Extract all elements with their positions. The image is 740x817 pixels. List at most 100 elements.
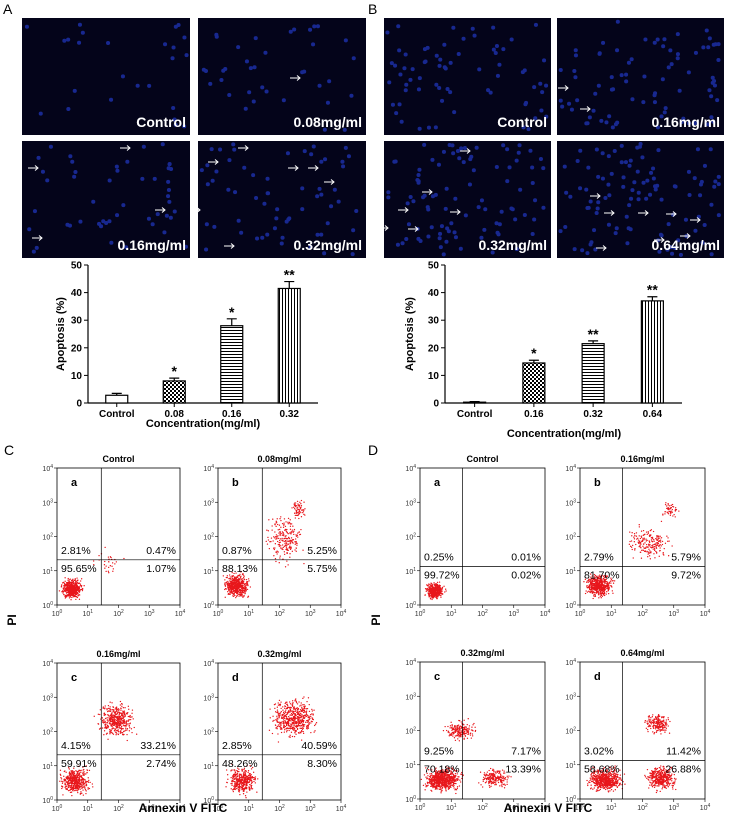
arrow bbox=[666, 211, 677, 217]
x-tick-label: 0.08 bbox=[165, 409, 185, 420]
tick-exponent: 2 bbox=[211, 533, 214, 539]
log-tick-label: 101 bbox=[565, 567, 576, 576]
quadrant-percent: 5.79% bbox=[671, 552, 701, 564]
x-tick-label: 0.32 bbox=[280, 409, 300, 420]
tick-exponent: 4 bbox=[211, 464, 214, 470]
tick-base: 10 bbox=[175, 611, 183, 618]
log-tick-label: 104 bbox=[700, 609, 711, 618]
log-tick-label: 102 bbox=[113, 804, 124, 813]
y-axis-label: Apoptosis (%) bbox=[55, 297, 67, 371]
arrow bbox=[604, 210, 615, 216]
log-tick-label: 100 bbox=[213, 609, 224, 618]
y-tick-label: 30 bbox=[71, 316, 83, 327]
event-dots bbox=[58, 546, 125, 601]
tick-exponent: 1 bbox=[90, 804, 93, 810]
arrow bbox=[308, 165, 319, 171]
significance-mark: * bbox=[229, 304, 235, 320]
tick-base: 10 bbox=[82, 611, 90, 618]
quadrant-percent: 48.26% bbox=[222, 758, 258, 770]
cell-nuclei bbox=[558, 142, 721, 257]
bar bbox=[277, 287, 301, 404]
event-dots bbox=[222, 499, 306, 599]
y-axis-label: Apoptosis (%) bbox=[404, 297, 416, 371]
tick-base: 10 bbox=[405, 797, 413, 804]
tick-base: 10 bbox=[203, 764, 211, 771]
tick-exponent: 0 bbox=[60, 609, 63, 615]
log-tick-label: 102 bbox=[203, 533, 214, 542]
bar bbox=[522, 362, 546, 404]
bar bbox=[463, 401, 487, 404]
tick-exponent: 1 bbox=[573, 761, 576, 767]
tick-exponent: 0 bbox=[423, 803, 426, 809]
tick-exponent: 1 bbox=[251, 804, 254, 810]
plot-letter: b bbox=[594, 477, 601, 489]
arrow bbox=[590, 193, 601, 199]
log-tick-label: 104 bbox=[540, 609, 551, 618]
log-tick-label: 101 bbox=[446, 803, 457, 812]
significance-mark: ** bbox=[647, 282, 658, 298]
tick-base: 10 bbox=[203, 730, 211, 737]
tick-exponent: 2 bbox=[282, 609, 285, 615]
tick-base: 10 bbox=[477, 805, 485, 812]
tick-exponent: 0 bbox=[413, 601, 416, 607]
arrow bbox=[120, 145, 131, 151]
quadrant-percent: 5.25% bbox=[307, 545, 337, 557]
quadrant-percent: 0.25% bbox=[424, 552, 454, 564]
plot-title: 0.16mg/ml bbox=[96, 649, 140, 659]
tick-base: 10 bbox=[405, 729, 413, 736]
tick-exponent: 2 bbox=[121, 804, 124, 810]
event-dots bbox=[583, 502, 680, 600]
tick-base: 10 bbox=[606, 805, 614, 812]
bar bbox=[105, 394, 129, 404]
plot-letter: a bbox=[71, 477, 78, 489]
log-tick-label: 104 bbox=[540, 803, 551, 812]
log-tick-label: 101 bbox=[405, 567, 416, 576]
tick-base: 10 bbox=[175, 806, 183, 813]
log-tick-label: 104 bbox=[203, 659, 214, 668]
log-tick-label: 100 bbox=[405, 795, 416, 804]
x-axis-label: Concentration(mg/ml) bbox=[507, 428, 622, 440]
tick-base: 10 bbox=[203, 466, 211, 473]
panel-label: B bbox=[368, 1, 377, 17]
tick-base: 10 bbox=[113, 806, 121, 813]
tick-exponent: 1 bbox=[50, 762, 53, 768]
error-bar bbox=[226, 318, 237, 326]
log-tick-label: 103 bbox=[405, 692, 416, 701]
tick-base: 10 bbox=[213, 806, 221, 813]
error-bar bbox=[528, 359, 539, 363]
tick-base: 10 bbox=[336, 806, 344, 813]
tick-base: 10 bbox=[565, 569, 573, 576]
log-tick-label: 104 bbox=[203, 464, 214, 473]
tick-base: 10 bbox=[203, 695, 211, 702]
tick-exponent: 1 bbox=[90, 609, 93, 615]
log-tick-label: 102 bbox=[274, 609, 285, 618]
log-tick-label: 104 bbox=[42, 464, 53, 473]
tick-base: 10 bbox=[213, 611, 221, 618]
quadrant-percent: 8.30% bbox=[307, 758, 337, 770]
arrow bbox=[32, 235, 43, 241]
log-tick-label: 103 bbox=[42, 693, 53, 702]
tick-base: 10 bbox=[274, 806, 282, 813]
arrow bbox=[224, 243, 235, 249]
y-tick-label: 50 bbox=[71, 261, 83, 272]
tick-base: 10 bbox=[42, 695, 50, 702]
cell-nuclei bbox=[199, 142, 359, 257]
tick-base: 10 bbox=[405, 466, 413, 473]
log-tick-label: 100 bbox=[565, 601, 576, 610]
log-tick-label: 102 bbox=[203, 728, 214, 737]
x-tick-label: 0.64 bbox=[643, 409, 663, 420]
tick-exponent: 2 bbox=[573, 727, 576, 733]
tick-base: 10 bbox=[405, 763, 413, 770]
tick-exponent: 2 bbox=[413, 533, 416, 539]
tick-exponent: 3 bbox=[516, 803, 519, 809]
event-dots bbox=[59, 700, 138, 797]
event-dots bbox=[420, 718, 512, 795]
arrow bbox=[238, 145, 249, 151]
arrow bbox=[155, 207, 166, 213]
log-tick-label: 102 bbox=[42, 728, 53, 737]
image-label: 0.64mg/ml bbox=[652, 237, 720, 253]
plot-title: Control bbox=[467, 454, 499, 464]
x-tick-label: Control bbox=[457, 409, 493, 420]
tick-base: 10 bbox=[305, 806, 313, 813]
tick-exponent: 1 bbox=[614, 609, 617, 615]
